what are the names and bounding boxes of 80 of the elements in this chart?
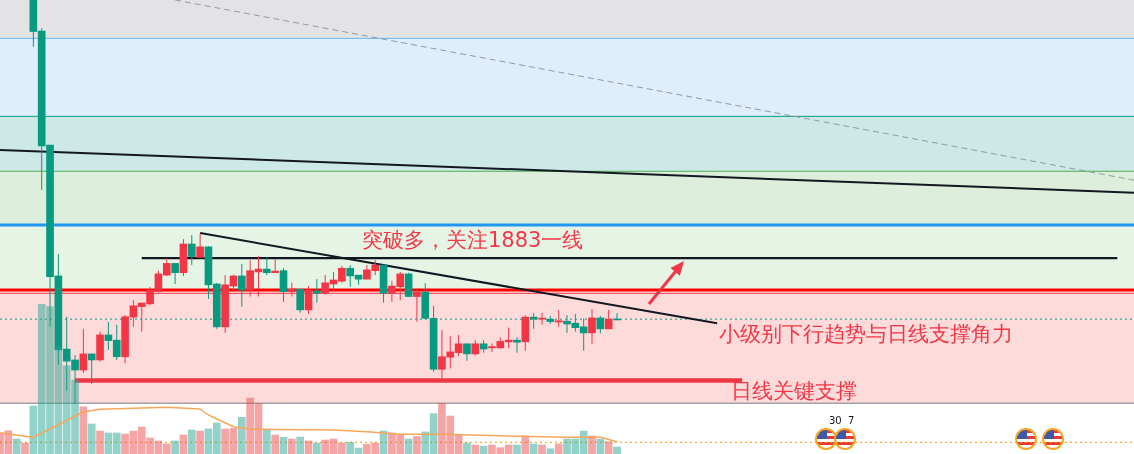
bar	[196, 430, 204, 454]
bar	[12, 438, 21, 454]
candlestick	[313, 278, 321, 304]
bar	[579, 430, 588, 454]
bar	[254, 403, 263, 454]
bar	[346, 441, 355, 454]
bar	[363, 443, 371, 454]
bar	[613, 446, 621, 454]
bar	[112, 432, 121, 454]
bar	[279, 437, 288, 454]
bar	[446, 415, 455, 454]
candlestick	[171, 262, 179, 285]
bar	[296, 436, 305, 454]
annotation: 日线关键支撑	[731, 379, 857, 404]
bar	[71, 379, 79, 454]
candlestick	[279, 267, 288, 303]
bar	[421, 431, 430, 454]
bar	[21, 442, 29, 454]
bar	[221, 428, 229, 454]
bar	[396, 434, 405, 454]
candlestick	[296, 288, 305, 314]
bar	[538, 444, 546, 454]
bar	[329, 438, 338, 454]
candlestick	[604, 309, 613, 330]
bar	[404, 438, 413, 454]
candlestick	[237, 263, 246, 308]
bar	[413, 436, 421, 454]
bar	[563, 438, 571, 454]
bar	[546, 448, 555, 454]
bar	[313, 442, 321, 454]
bar	[271, 434, 279, 454]
bar	[496, 447, 505, 454]
bar	[162, 443, 171, 454]
bar	[371, 442, 380, 454]
candlestick	[271, 258, 279, 274]
bar	[246, 397, 254, 454]
bar	[604, 441, 613, 454]
candlestick	[187, 234, 196, 266]
bar	[229, 428, 238, 454]
bar	[146, 437, 154, 454]
bar	[488, 444, 496, 454]
bar	[338, 442, 346, 454]
bar	[262, 428, 271, 454]
bar	[288, 438, 296, 454]
bar	[513, 444, 521, 454]
bar	[388, 432, 396, 454]
bar	[471, 444, 480, 454]
bar	[187, 429, 196, 454]
bar	[429, 413, 438, 454]
bar	[87, 423, 96, 454]
bar	[571, 438, 580, 454]
candlestick	[404, 272, 413, 298]
bar	[321, 439, 330, 454]
annotation: 小级别下行趋势与日线支撑角力	[719, 322, 1013, 347]
bar	[104, 432, 113, 454]
bar	[521, 435, 530, 454]
bar	[121, 433, 129, 454]
bar	[438, 402, 446, 454]
bar	[212, 422, 221, 454]
candlestick	[87, 353, 96, 385]
bar	[62, 365, 71, 454]
candlestick	[513, 336, 521, 354]
bar	[79, 406, 88, 454]
bar	[588, 435, 596, 454]
annotation: 30	[829, 414, 842, 426]
bar	[96, 430, 104, 454]
bar	[129, 430, 138, 454]
bar	[46, 306, 54, 454]
candlestick	[196, 233, 204, 259]
bar	[237, 416, 246, 454]
bar	[179, 434, 188, 454]
bar	[137, 426, 146, 454]
annotation: 7	[848, 414, 855, 426]
bar	[171, 440, 179, 454]
bar	[463, 442, 471, 454]
bar	[37, 304, 46, 454]
candlestick	[588, 308, 596, 345]
bar	[596, 438, 605, 454]
annotation: 突破多，关注1883一线	[362, 228, 584, 253]
bar	[204, 428, 213, 454]
